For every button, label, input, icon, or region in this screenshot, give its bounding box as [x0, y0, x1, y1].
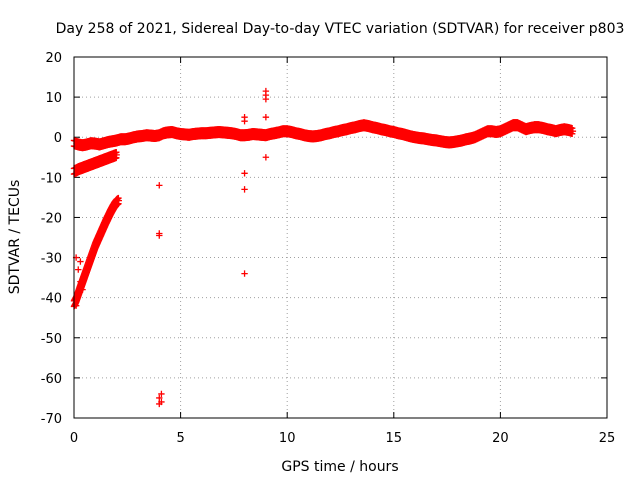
- data-point: [77, 278, 84, 285]
- y-axis-label: SDTVAR / TECUs: [7, 180, 23, 295]
- data-point: [241, 170, 248, 177]
- data-point: [569, 128, 577, 135]
- grid-lines: [74, 57, 607, 418]
- y-tick-label: -60: [41, 372, 62, 387]
- y-tick-label: -20: [41, 211, 62, 226]
- plot-frame: [73, 56, 608, 419]
- y-tick-label: 10: [45, 91, 62, 106]
- y-tick-label: -50: [41, 332, 62, 347]
- data-point: [156, 232, 163, 239]
- chart-title: Day 258 of 2021, Sidereal Day-to-day VTE…: [56, 21, 625, 37]
- x-axis-label: GPS time / hours: [281, 459, 398, 475]
- y-tick-label: 20: [45, 51, 62, 66]
- data-point: [156, 400, 163, 408]
- data-point: [113, 151, 120, 159]
- data-point: [156, 182, 163, 189]
- data-point: [241, 117, 248, 125]
- data-point: [158, 390, 165, 398]
- data-point: [241, 186, 248, 193]
- x-tick-label: 5: [176, 431, 184, 446]
- data-point: [262, 113, 270, 121]
- x-tick-label: 15: [386, 431, 403, 446]
- data-point: [262, 95, 270, 103]
- data-point: [75, 266, 82, 273]
- x-tick-label: 20: [492, 431, 509, 446]
- y-tick-label: -70: [41, 412, 62, 427]
- axis-ticks: 0 5 10 15 20 25 20 10 0 -10 -20 -30 -40 -50 -60 -70: [41, 51, 616, 446]
- x-tick-label: 25: [599, 431, 616, 446]
- y-tick-label: -40: [41, 292, 62, 307]
- y-tick-label: 0: [54, 131, 62, 146]
- x-tick-label: 10: [279, 431, 296, 446]
- data-point: [115, 197, 122, 204]
- data-point: [568, 124, 576, 132]
- data-points: [70, 87, 577, 408]
- y-tick-label: -10: [41, 171, 62, 186]
- data-point: [262, 154, 270, 161]
- y-tick-label: -30: [41, 252, 62, 267]
- data-point: [79, 286, 86, 293]
- data-point: [77, 258, 84, 265]
- data-point: [156, 394, 163, 402]
- x-tick-label: 0: [70, 431, 78, 446]
- data-point: [241, 270, 248, 277]
